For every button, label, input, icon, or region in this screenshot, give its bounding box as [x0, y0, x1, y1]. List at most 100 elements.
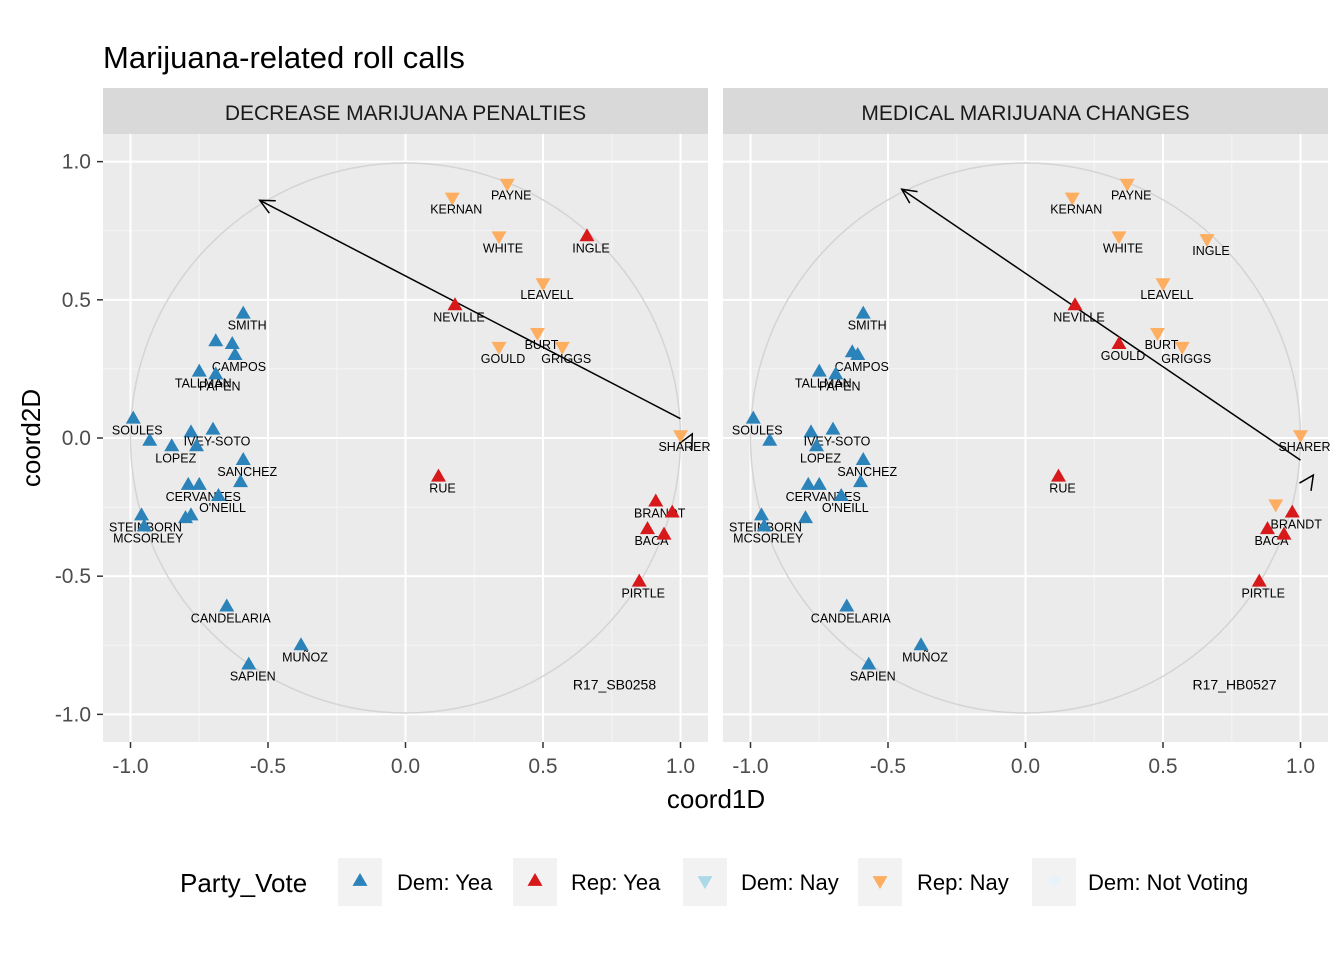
- point-label: WHITE: [483, 241, 523, 255]
- x-tick-label: 0.5: [528, 755, 557, 778]
- legend-label: Rep: Yea: [571, 870, 661, 895]
- legend-label: Dem: Not Voting: [1088, 870, 1248, 895]
- x-axis-title: coord1D: [667, 784, 765, 814]
- point-label: LEAVELL: [520, 288, 573, 302]
- data-point: [809, 438, 824, 452]
- data-point: [447, 297, 463, 311]
- facet-strip-label: MEDICAL MARIJUANA CHANGES: [861, 102, 1189, 125]
- data-point: [1284, 504, 1300, 518]
- point-label: RUE: [1049, 482, 1075, 496]
- point-label: SMITH: [228, 319, 267, 333]
- point-label: PIRTLE: [1241, 587, 1285, 601]
- data-point: [183, 424, 199, 438]
- x-tick-label: 1.0: [1286, 755, 1315, 778]
- point-label: MCSORLEY: [113, 531, 184, 545]
- point-label: SMITH: [848, 319, 887, 333]
- data-point: [189, 438, 204, 452]
- data-point: [1155, 278, 1171, 292]
- cutting-line-arrow: [901, 188, 1301, 461]
- point-label: KERNAN: [1050, 203, 1102, 217]
- data-point: [191, 476, 207, 490]
- point-label: MUÑOZ: [282, 650, 328, 664]
- point-label: BURT: [525, 338, 559, 352]
- y-axis-title: coord2D: [16, 389, 46, 487]
- point-label: MCSORLEY: [733, 531, 804, 545]
- legend-key-rep_nay-icon: [872, 876, 888, 890]
- point-label: O'NEILL: [822, 501, 869, 515]
- data-point: [535, 278, 551, 292]
- point-label: SHARER: [1278, 440, 1330, 454]
- point-label: PAPEN: [199, 379, 240, 393]
- data-point: [499, 178, 515, 192]
- data-point: [125, 410, 141, 424]
- facet-panel-2: MEDICAL MARIJUANA CHANGES PAYNE KERNAN WHIT…: [723, 88, 1331, 778]
- facet-panel-1: DECREASE MARIJUANA PENALTIES PAYNE KERNAN W…: [55, 88, 711, 778]
- data-point: [673, 430, 688, 444]
- legend-key-dem_yea-icon: [352, 872, 368, 886]
- facet-strip: [103, 88, 708, 134]
- point-label: PAYNE: [491, 189, 532, 203]
- data-point: [191, 363, 207, 377]
- data-point: [183, 507, 199, 521]
- point-label: SANCHEZ: [837, 465, 897, 479]
- data-point: [136, 518, 152, 532]
- y-tick-label: 1.0: [62, 151, 91, 174]
- x-tick-label: 0.0: [391, 755, 420, 778]
- data-point: [756, 518, 772, 532]
- facet-panels: DECREASE MARIJUANA PENALTIES PAYNE KERNAN W…: [55, 88, 1331, 778]
- point-label: SAPIEN: [850, 670, 896, 684]
- data-point: [1111, 335, 1127, 349]
- data-point: [208, 366, 224, 380]
- data-point: [1119, 178, 1135, 192]
- data-point: [798, 510, 813, 524]
- point-label: MUÑOZ: [902, 650, 948, 664]
- legend-key-rep_yea-icon: [527, 872, 543, 886]
- legend-label: Rep: Nay: [917, 870, 1009, 895]
- x-tick-label: -1.0: [732, 755, 768, 778]
- y-tick-label: -1.0: [55, 703, 91, 726]
- point-label: PIRTLE: [621, 587, 665, 601]
- data-point: [853, 474, 868, 488]
- data-point: [1293, 430, 1308, 444]
- point-label: GOULD: [1101, 349, 1145, 363]
- data-point: [224, 335, 240, 349]
- rollcall-id-label: R17_HB0527: [1192, 676, 1276, 692]
- data-point: [554, 341, 570, 355]
- data-point: [855, 452, 871, 466]
- data-point: [811, 476, 827, 490]
- point-label: LOPEZ: [800, 451, 841, 465]
- data-point: [211, 487, 226, 501]
- data-point: [762, 432, 778, 446]
- point-label: GOULD: [481, 352, 525, 366]
- data-point: [491, 231, 507, 245]
- data-point: [855, 305, 871, 319]
- data-point: [803, 424, 819, 438]
- arrowhead-start: [679, 432, 694, 450]
- legend-title: Party_Vote: [180, 868, 307, 898]
- x-tick-label: 0.0: [1011, 755, 1040, 778]
- arrowhead-end: [258, 199, 276, 214]
- legend-label: Dem: Nay: [741, 870, 839, 895]
- point-label: WHITE: [1103, 241, 1143, 255]
- data-point: [227, 347, 243, 361]
- facet-strip-label: DECREASE MARIJUANA PENALTIES: [225, 102, 586, 125]
- x-tick-label: -1.0: [112, 755, 148, 778]
- data-point: [1174, 341, 1190, 355]
- data-point: [1199, 234, 1215, 248]
- data-point: [180, 476, 196, 490]
- point-label: CANDELARIA: [191, 612, 272, 626]
- data-point: [1251, 573, 1267, 587]
- point-label: CANDELARIA: [811, 612, 892, 626]
- data-point: [828, 366, 844, 380]
- data-point: [1111, 231, 1127, 245]
- data-point: [839, 598, 855, 612]
- rollcall-id-label: R17_SB0258: [573, 676, 657, 692]
- point-label: NEVILLE: [433, 310, 484, 324]
- point-label: O'NEILL: [199, 501, 246, 515]
- data-point: [205, 421, 221, 435]
- point-label: SAPIEN: [230, 670, 276, 684]
- arrowhead-end: [900, 188, 918, 204]
- x-tick-label: -0.5: [250, 755, 286, 778]
- point-label: GRIGGS: [1161, 352, 1211, 366]
